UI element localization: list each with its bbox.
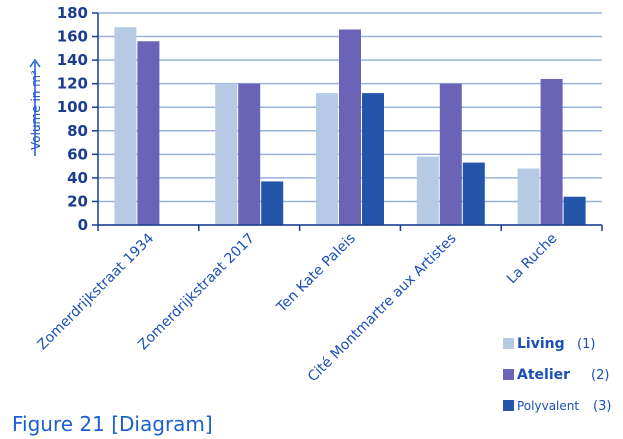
legend-note: (1) xyxy=(577,337,595,352)
y-tick-label: 80 xyxy=(67,122,88,140)
legend-label: Atelier xyxy=(517,367,570,383)
y-tick-label: 20 xyxy=(67,192,88,210)
y-tick-label: 100 xyxy=(57,98,88,116)
bar xyxy=(238,83,261,226)
y-axis-title: Volume in m³ xyxy=(29,70,43,150)
y-tick-label: 160 xyxy=(57,28,88,46)
bar xyxy=(362,93,384,225)
axes xyxy=(97,13,603,231)
category-label: Ten Kate Paleis xyxy=(273,231,359,317)
y-tick-label: 0 xyxy=(78,216,88,234)
bar xyxy=(316,93,338,225)
bar xyxy=(462,162,485,225)
bar xyxy=(215,83,238,226)
bar xyxy=(517,168,540,225)
bar xyxy=(339,29,361,225)
y-tick-label: 140 xyxy=(57,51,88,69)
bar xyxy=(261,181,284,225)
y-tick-label: 40 xyxy=(67,169,88,187)
bar xyxy=(439,83,462,226)
y-tick-label: 120 xyxy=(57,75,88,93)
category-label: La Ruche xyxy=(504,231,561,288)
legend-swatch xyxy=(503,338,514,349)
bars xyxy=(114,27,586,226)
legend-label: Living xyxy=(517,336,565,352)
figure-caption: Figure 21 [Diagram] xyxy=(12,412,213,436)
legend-label: Polyvalent xyxy=(517,399,579,413)
y-axis-label: Volume in m³ xyxy=(29,58,43,156)
legend-note: (2) xyxy=(591,368,609,383)
bar xyxy=(416,156,439,225)
legend-swatch xyxy=(503,400,514,411)
bar xyxy=(137,41,160,226)
bar xyxy=(563,196,586,225)
y-tick-label: 180 xyxy=(57,4,88,22)
bar xyxy=(114,27,137,226)
legend-swatch xyxy=(503,369,514,380)
bar xyxy=(540,78,563,225)
y-axis-ticks: 0 20 40 60 80 100 120 140 160 180 xyxy=(57,4,98,234)
category-label: Zomerdrijkstraat 1934 xyxy=(34,230,157,353)
category-label: Zomerdrijkstraat 2017 xyxy=(135,231,258,354)
legend: Living (1) Atelier (2) Polyvalent (3) xyxy=(503,336,611,414)
y-axis-arrowhead xyxy=(29,58,41,68)
y-tick-label: 60 xyxy=(67,145,88,163)
legend-note: (3) xyxy=(593,399,611,414)
